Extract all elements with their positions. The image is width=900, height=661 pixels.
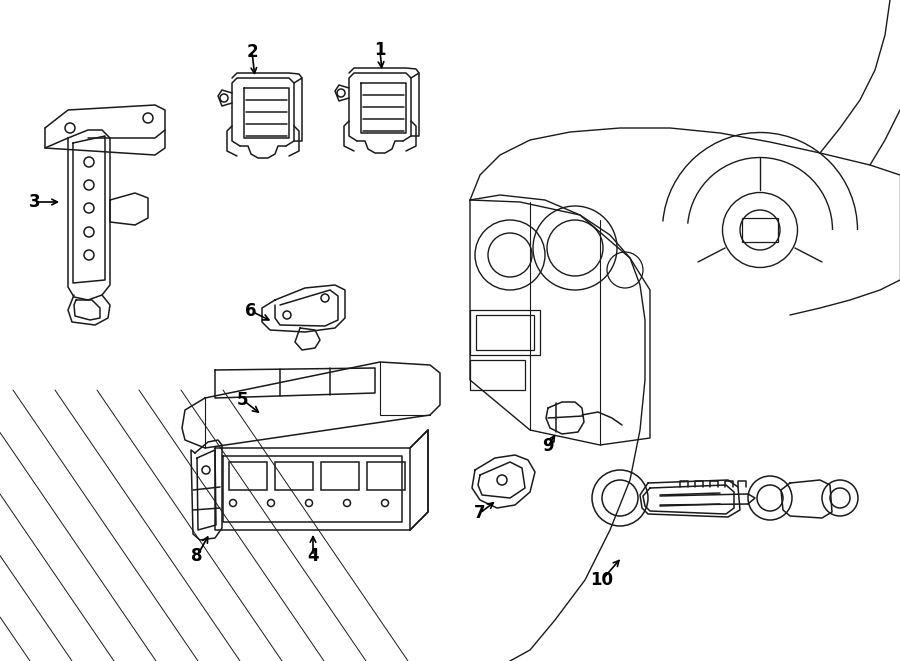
Bar [476, 315, 534, 350]
Text: 7: 7 [474, 504, 486, 522]
Text: 5: 5 [238, 391, 248, 409]
Text: 3: 3 [29, 193, 40, 211]
Bar [470, 360, 525, 390]
Text: 10: 10 [590, 571, 614, 589]
Bar [742, 218, 778, 242]
Bar [367, 462, 405, 490]
Text: 8: 8 [191, 547, 202, 565]
Bar [275, 462, 313, 490]
Bar [321, 462, 359, 490]
Text: 1: 1 [374, 41, 386, 59]
Text: 2: 2 [247, 43, 257, 61]
Bar [470, 310, 540, 355]
Bar [229, 462, 267, 490]
Text: 6: 6 [245, 302, 256, 320]
Text: 4: 4 [307, 547, 319, 565]
Text: 9: 9 [542, 437, 554, 455]
